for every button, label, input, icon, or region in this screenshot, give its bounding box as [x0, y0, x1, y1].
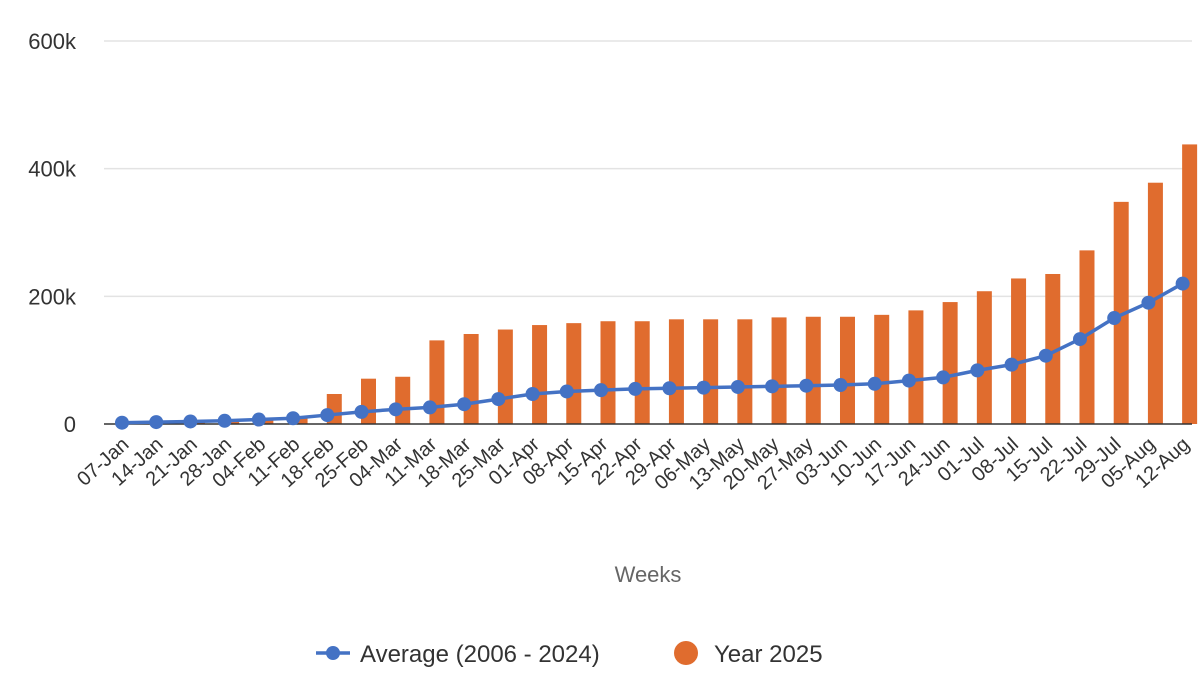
line-point[interactable] [970, 363, 985, 378]
bar[interactable] [771, 317, 787, 424]
x-axis-ticks: 07-Jan14-Jan21-Jan28-Jan04-Feb11-Feb18-F… [73, 433, 1194, 494]
legend-label-year-2025: Year 2025 [714, 641, 823, 668]
bar[interactable] [703, 319, 719, 424]
line-series [115, 276, 1190, 430]
bar[interactable] [908, 310, 924, 424]
bar[interactable] [532, 325, 548, 424]
line-point[interactable] [149, 415, 164, 430]
bar[interactable] [566, 323, 582, 424]
line-point[interactable] [1107, 311, 1122, 326]
line-point[interactable] [730, 379, 745, 394]
line-point[interactable] [696, 380, 711, 395]
bar[interactable] [395, 376, 411, 424]
gridlines [104, 40, 1192, 298]
line-point[interactable] [354, 404, 369, 419]
bar[interactable] [1011, 278, 1027, 424]
legend-label-average: Average (2006 - 2024) [360, 641, 600, 668]
y-tick-label: 0 [64, 412, 76, 437]
legend-item-year-2025[interactable]: Year 2025 [674, 641, 823, 668]
legend[interactable]: Average (2006 - 2024) Year 2025 [316, 641, 823, 668]
y-tick-label: 600k [28, 29, 77, 54]
line-point[interactable] [867, 376, 882, 391]
bar[interactable] [737, 319, 753, 424]
bar[interactable] [805, 316, 821, 424]
bar[interactable] [292, 417, 308, 424]
line-point[interactable] [1141, 295, 1156, 310]
line-point[interactable] [559, 384, 574, 399]
line-point[interactable] [1038, 348, 1053, 363]
y-tick-label: 400k [28, 157, 77, 182]
bar[interactable] [668, 319, 684, 424]
x-axis-title: Weeks [615, 562, 682, 587]
bar-series [121, 144, 1198, 424]
line-point[interactable] [183, 414, 198, 429]
line-point[interactable] [593, 383, 608, 398]
line-point[interactable] [936, 370, 951, 385]
line-point[interactable] [491, 392, 506, 407]
bar[interactable] [1045, 273, 1061, 424]
line-point[interactable] [833, 378, 848, 393]
line-point[interactable] [662, 381, 677, 396]
line-point[interactable] [1072, 332, 1087, 347]
line-point[interactable] [1004, 357, 1019, 372]
line-point[interactable] [217, 413, 232, 428]
line-point[interactable] [320, 408, 335, 423]
line-point[interactable] [628, 381, 643, 396]
bar[interactable] [1182, 144, 1198, 424]
line-point[interactable] [765, 379, 780, 394]
line-point[interactable] [251, 412, 266, 427]
line-point[interactable] [388, 402, 403, 417]
bar[interactable] [839, 316, 855, 424]
bar[interactable] [976, 291, 992, 424]
line-point[interactable] [115, 415, 129, 430]
legend-dot-marker [326, 646, 340, 660]
legend-item-average[interactable]: Average (2006 - 2024) [316, 641, 600, 668]
legend-bar-marker [674, 641, 698, 665]
line-point[interactable] [1175, 276, 1190, 291]
y-tick-label: 200k [28, 284, 77, 309]
bar[interactable] [634, 321, 650, 424]
bar[interactable] [258, 418, 274, 424]
y-axis-ticks: 0 200k 400k 600k [28, 29, 77, 437]
bar[interactable] [497, 329, 513, 424]
line-point[interactable] [286, 411, 301, 426]
bar[interactable] [600, 321, 616, 424]
line-point[interactable] [422, 400, 437, 415]
line-point[interactable] [457, 397, 472, 412]
line-point[interactable] [901, 373, 916, 388]
bar[interactable] [1113, 201, 1129, 424]
line-point[interactable] [525, 386, 540, 401]
bar[interactable] [942, 302, 958, 424]
bar[interactable] [1079, 250, 1095, 424]
bar[interactable] [874, 314, 890, 424]
line-point[interactable] [799, 378, 814, 393]
bar[interactable] [1147, 182, 1163, 424]
